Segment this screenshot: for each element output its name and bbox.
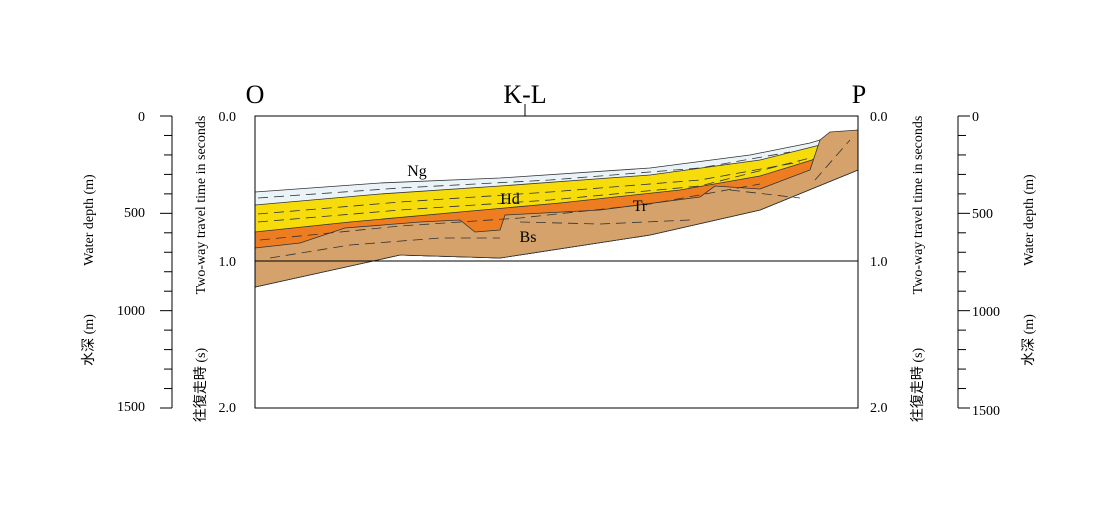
section-middle: K-L [503,80,546,109]
dash [519,219,691,225]
twt-title-en: Two-way travel time in seconds [911,116,926,295]
dashed-lines [257,139,851,259]
depth-tick-left: 1000 [117,304,145,319]
depth-title-en: Water depth (m) [82,174,97,266]
twt-tick-left: 1.0 [219,255,237,270]
section-end: P [852,80,866,109]
layer-label: Bs [520,229,537,246]
layer-label: Ng [407,163,427,180]
frame [254,115,859,409]
twt-tick-left: 0.0 [219,110,237,125]
dash [269,237,500,259]
dash [257,157,811,223]
dash [257,161,801,215]
twt-tick-right: 0.0 [870,110,888,125]
dash [257,151,791,199]
dash [814,139,851,181]
dash [729,189,801,199]
twt-title-ja: 往復走時 (s) [192,348,209,423]
twt-tick-left: 2.0 [219,401,237,416]
depth-tick-right: 1500 [972,404,1000,419]
layer-label: Hd [500,191,520,208]
depth-tick-right: 1000 [972,305,1000,320]
twt-tick-right: 1.0 [870,255,888,270]
layer-label: Tr [633,198,648,215]
depth-title-ja: 水深 (m) [81,314,97,366]
dash [259,183,761,241]
depth-tick-left: 1500 [117,400,145,415]
layer-bs [254,129,859,288]
depth-title-ja: 水深 (m) [1021,314,1037,366]
depth-tick-left: 0 [138,110,145,125]
depth-title-en: Water depth (m) [1022,174,1037,266]
section-start: O [246,80,265,109]
twt-title-ja: 往復走時 (s) [909,348,926,423]
depth-tick-left: 500 [124,206,145,221]
twt-tick-right: 2.0 [870,401,888,416]
depth-ticks [160,115,970,409]
twt-title-en: Two-way travel time in seconds [194,116,209,295]
depth-tick-right: 0 [972,110,979,125]
depth-tick-right: 500 [972,207,993,222]
